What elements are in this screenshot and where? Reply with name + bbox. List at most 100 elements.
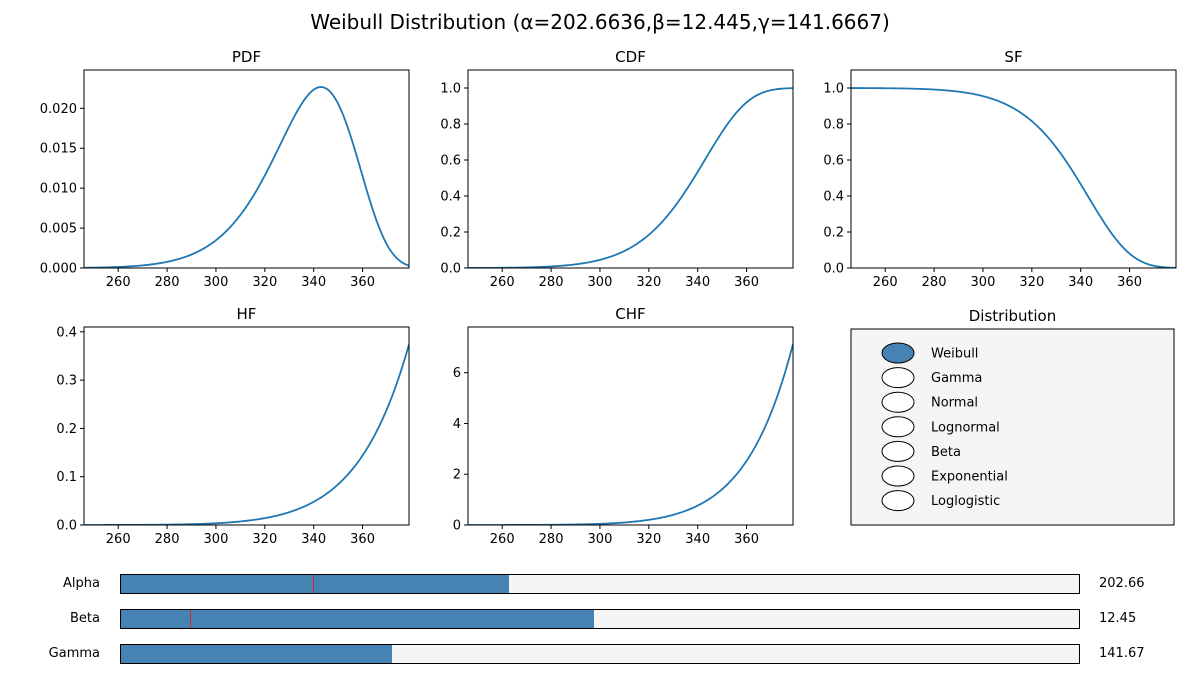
chart-cdf-title: CDF [615, 48, 646, 66]
radio-loglogistic-label[interactable]: Loglogistic [931, 494, 1000, 509]
chart-sf-frame [850, 69, 1177, 269]
chart-cdf-frame [467, 69, 794, 269]
chart-sf-ytick-label: 0.8 [823, 118, 844, 133]
radio-exponential-button[interactable] [881, 465, 915, 487]
chart-hf-xtick-label: 280 [155, 532, 180, 547]
chart-hf-ytick-label: 0.0 [56, 519, 77, 534]
chart-chf-xtick-label: 300 [588, 532, 613, 547]
chart-hf-xtick-label: 360 [350, 532, 375, 547]
chart-pdf-xtick-label: 340 [301, 275, 326, 290]
chart-cdf-xtick-label: 320 [636, 275, 661, 290]
radio-weibull-button[interactable] [881, 342, 915, 364]
chart-hf-ytick-label: 0.2 [56, 422, 77, 437]
radio-normal-button[interactable] [881, 391, 915, 413]
chart-sf-xtick-label: 360 [1117, 275, 1142, 290]
chart-sf-ytick-label: 0.2 [823, 226, 844, 241]
chart-pdf-title: PDF [232, 48, 261, 66]
radio-weibull-label[interactable]: Weibull [931, 347, 978, 362]
chart-hf-xtick-label: 320 [252, 532, 277, 547]
distribution-panel-title: Distribution [969, 307, 1057, 325]
chart-pdf-ytick-label: 0.005 [40, 222, 77, 237]
chart-chf-ytick-label: 4 [453, 417, 461, 432]
chart-hf-xtick-label: 260 [106, 532, 131, 547]
chart-pdf-series-line [84, 86, 409, 268]
chart-chf-series-line [468, 343, 793, 525]
chart-pdf-xtick-label: 280 [155, 275, 180, 290]
slider-gamma[interactable]: Gamma 141.67 [0, 644, 1200, 666]
slider-gamma-value: 141.67 [1099, 646, 1145, 661]
chart-pdf-xtick-label: 300 [204, 275, 229, 290]
chart-cdf-ytick-label: 0.0 [440, 262, 461, 277]
chart-cdf-xtick-label: 340 [685, 275, 710, 290]
chart-chf-xtick-label: 260 [490, 532, 515, 547]
chart-sf-title: SF [1004, 48, 1022, 66]
chart-chf-xtick-label: 340 [685, 532, 710, 547]
chart-sf-ytick-label: 0.0 [823, 262, 844, 277]
chart-chf-ytick-label: 2 [453, 468, 461, 483]
radio-gamma-label[interactable]: Gamma [931, 371, 982, 386]
chart-hf-ytick-label: 0.4 [56, 325, 77, 340]
chart-chf-title: CHF [615, 305, 645, 323]
radio-lognormal-label[interactable]: Lognormal [931, 420, 1000, 435]
chart-cdf-ytick-label: 1.0 [440, 82, 461, 97]
slider-alpha-track[interactable] [120, 574, 1080, 594]
chart-hf-xtick-label: 340 [301, 532, 326, 547]
chart-cdf-series-line [468, 87, 793, 268]
chart-pdf-xtick-label: 260 [106, 275, 131, 290]
slider-beta-fill [121, 610, 595, 628]
slider-gamma-label: Gamma [48, 646, 100, 661]
chart-hf-series-line [84, 344, 409, 525]
chart-chf-ytick-label: 0 [453, 519, 461, 534]
chart-cdf-ytick-label: 0.6 [440, 154, 461, 169]
chart-cdf-xtick-label: 300 [588, 275, 613, 290]
chart-chf-xtick-label: 320 [636, 532, 661, 547]
chart-sf-ytick-label: 0.4 [823, 190, 844, 205]
chart-pdf-ytick-label: 0.000 [40, 262, 77, 277]
radio-lognormal-button[interactable] [881, 416, 915, 438]
chart-pdf-ytick-label: 0.010 [40, 182, 77, 197]
slider-alpha[interactable]: Alpha 202.66 [0, 574, 1200, 596]
chart-pdf-ytick-label: 0.020 [40, 102, 77, 117]
slider-beta-label: Beta [70, 611, 100, 626]
slider-alpha-initial-marker [312, 575, 314, 593]
chart-hf-ytick-label: 0.3 [56, 374, 77, 389]
chart-sf-xtick-label: 320 [1019, 275, 1044, 290]
slider-alpha-value: 202.66 [1099, 576, 1145, 591]
slider-beta-value: 12.45 [1099, 611, 1137, 626]
chart-chf-frame [467, 326, 794, 526]
chart-sf-ytick-label: 1.0 [823, 82, 844, 97]
chart-cdf-xtick-label: 260 [490, 275, 515, 290]
chart-cdf-ytick-label: 0.8 [440, 118, 461, 133]
chart-hf-ytick-label: 0.1 [56, 470, 77, 485]
slider-alpha-fill [121, 575, 509, 593]
chart-cdf-xtick-label: 280 [539, 275, 564, 290]
chart-sf-ytick-label: 0.6 [823, 154, 844, 169]
figure-title: Weibull Distribution (α=202.6636,β=12.44… [310, 10, 890, 34]
slider-gamma-track[interactable] [120, 644, 1080, 664]
slider-beta[interactable]: Beta 12.45 [0, 609, 1200, 631]
chart-cdf-ytick-label: 0.2 [440, 226, 461, 241]
slider-gamma-fill [121, 645, 393, 663]
chart-sf-xtick-label: 300 [971, 275, 996, 290]
slider-beta-track[interactable] [120, 609, 1080, 629]
slider-alpha-label: Alpha [63, 576, 100, 591]
chart-pdf-xtick-label: 360 [350, 275, 375, 290]
chart-pdf-xtick-label: 320 [252, 275, 277, 290]
chart-chf-xtick-label: 280 [539, 532, 564, 547]
chart-cdf-ytick-label: 0.4 [440, 190, 461, 205]
chart-hf-xtick-label: 300 [204, 532, 229, 547]
chart-sf-xtick-label: 340 [1068, 275, 1093, 290]
chart-chf-xtick-label: 360 [734, 532, 759, 547]
chart-sf-xtick-label: 260 [873, 275, 898, 290]
chart-sf-series-line [851, 87, 1176, 268]
radio-gamma-button[interactable] [881, 367, 915, 389]
chart-pdf-frame [83, 69, 410, 269]
radio-exponential-label[interactable]: Exponential [931, 470, 1008, 485]
radio-normal-label[interactable]: Normal [931, 396, 978, 411]
chart-pdf-ytick-label: 0.015 [40, 142, 77, 157]
radio-beta-button[interactable] [881, 440, 915, 462]
radio-beta-label[interactable]: Beta [931, 445, 961, 460]
chart-cdf-xtick-label: 360 [734, 275, 759, 290]
radio-loglogistic-button[interactable] [881, 490, 915, 512]
